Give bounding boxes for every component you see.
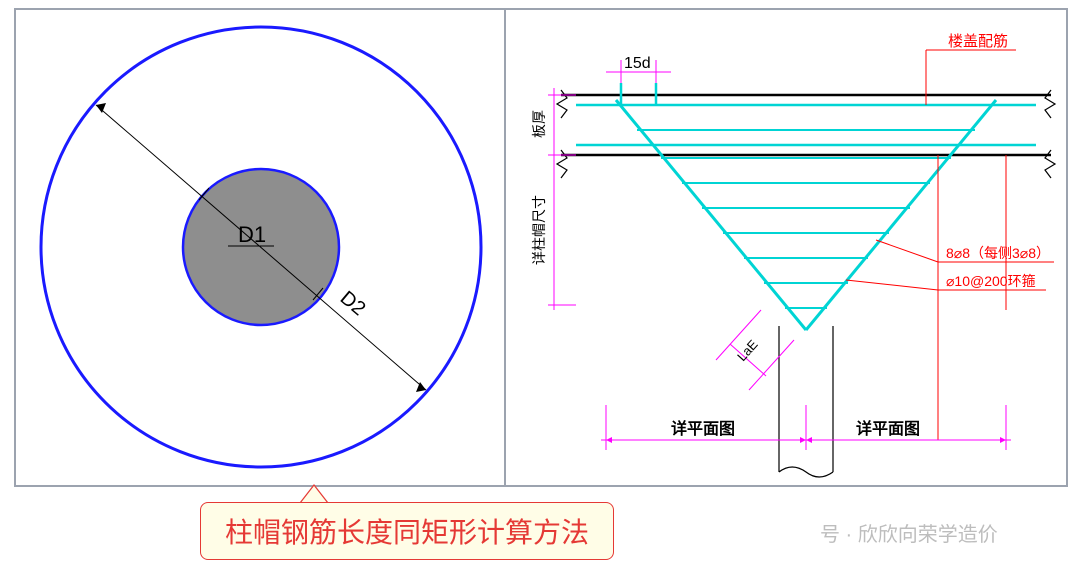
bdim-arrow-r	[1000, 437, 1006, 443]
d2-label: D2	[336, 287, 370, 320]
bdim-arrow-m2	[806, 437, 812, 443]
right-diagram-svg: LaE 15d 板厚 详柱帽尺寸 楼盖配筋 8⌀8（每侧3⌀8） ⌀10@200…	[506, 10, 1066, 485]
right-panel: LaE 15d 板厚 详柱帽尺寸 楼盖配筋 8⌀8（每侧3⌀8） ⌀10@200…	[504, 8, 1068, 487]
callout-text: 柱帽钢筋长度同矩形计算方法	[225, 517, 589, 548]
bdim-left-text: 详平面图	[671, 419, 735, 438]
bdim-arrow-l	[606, 437, 612, 443]
d1-label: D1	[238, 222, 266, 247]
leader-8bar	[876, 240, 938, 262]
column-break	[779, 467, 833, 477]
bdim-arrow-m1	[800, 437, 806, 443]
diag-dim-line	[96, 105, 426, 390]
left-panel: D1 D2	[14, 8, 508, 487]
arrow-br	[416, 382, 426, 392]
bdim-right-text: 详平面图	[856, 419, 920, 438]
anno-slab-rebar: 楼盖配筋	[948, 33, 1008, 50]
dim-15d-text: 15d	[624, 55, 651, 72]
left-diagram-svg: D1 D2	[16, 10, 506, 485]
vlabel-slab-thk: 板厚	[531, 110, 547, 138]
vlabel-cap-dim: 详柱帽尺寸	[531, 195, 547, 265]
callout-box: 柱帽钢筋长度同矩形计算方法	[200, 502, 614, 560]
lae-label: LaE	[734, 337, 761, 364]
cap-right-edge	[806, 100, 996, 330]
hoop-bars	[637, 130, 975, 308]
anno-hoop: ⌀10@200环箍	[946, 273, 1036, 289]
leader-hoop	[846, 280, 938, 290]
cap-left-edge	[616, 100, 806, 330]
watermark-text: 号 · 欣欣向荣学造价	[820, 518, 998, 547]
anno-8bar: 8⌀8（每侧3⌀8）	[946, 245, 1050, 261]
arrow-tl	[96, 103, 106, 113]
